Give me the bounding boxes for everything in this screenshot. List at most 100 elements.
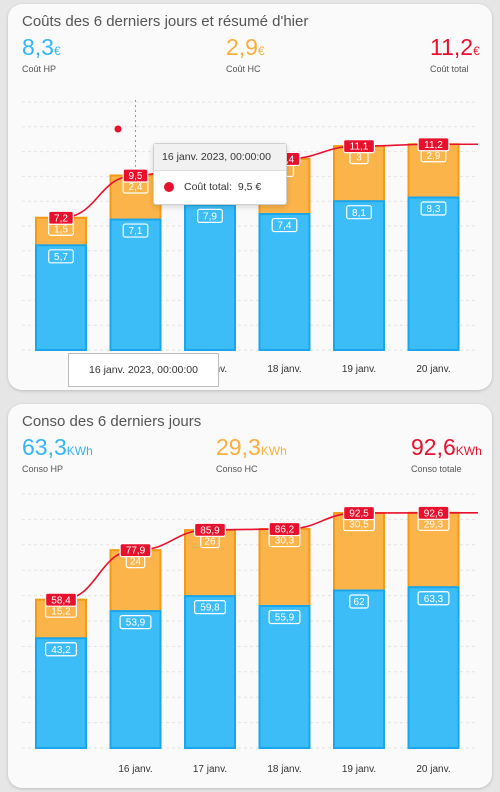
tooltip-label: Coût total: bbox=[184, 181, 232, 193]
label-total-2-box bbox=[194, 522, 227, 537]
tooltip-value: 9,5 € bbox=[237, 181, 262, 193]
bar-hp-2 bbox=[184, 203, 236, 351]
label-total-5-box bbox=[417, 505, 450, 520]
label-hp-2-box bbox=[194, 600, 227, 615]
consumption-chart[interactable]: 16 janv. 17 janv. 18 janv. 19 janv. 20 janv.… bbox=[8, 404, 492, 788]
cost-card-title: Coûts des 6 derniers jours et résumé d'h… bbox=[22, 13, 309, 30]
stat-cost-hp: 8,3€ Coût HP bbox=[22, 34, 61, 74]
label-hc-0: 1,5 bbox=[54, 224, 68, 235]
label-hc-5: 29,3 bbox=[424, 519, 444, 530]
x-tick-label: 19 janv. bbox=[342, 364, 376, 375]
label-hp-4-box bbox=[346, 205, 372, 220]
bar-hp-5 bbox=[407, 196, 460, 351]
x-axis-tooltip: 16 janv. 2023, 00:00:00 bbox=[68, 353, 219, 387]
x-axis: 16 janv. 17 janv. 18 janv. 19 janv. 20 janv. bbox=[118, 764, 450, 775]
conso-hp-unit: KWh bbox=[66, 444, 93, 458]
cost-hc-unit: € bbox=[257, 44, 265, 58]
bar-hp-2 bbox=[184, 595, 236, 749]
conso-total-label: Conso totale bbox=[411, 464, 462, 474]
bar-hp-3 bbox=[258, 605, 311, 749]
label-hc-1: 2,4 bbox=[129, 182, 143, 193]
stat-conso-hc: 29,3KWh Conso HC bbox=[216, 434, 287, 474]
label-total-1-box bbox=[122, 168, 149, 183]
cost-hc-label: Coût HC bbox=[226, 64, 261, 74]
cost-total-label: Coût total bbox=[430, 64, 469, 74]
consumption-card: 16 janv. 17 janv. 18 janv. 19 janv. 20 janv.… bbox=[8, 404, 492, 788]
stat-cost-total: 11,2€ Coût total bbox=[430, 34, 480, 74]
bar-hp-5 bbox=[407, 586, 460, 749]
x-tick-label: 18 janv. bbox=[267, 364, 301, 375]
label-total-0-box bbox=[44, 592, 77, 607]
label-hc-2: 26 bbox=[204, 537, 216, 548]
grid bbox=[22, 493, 478, 749]
bar-hp-0 bbox=[35, 637, 87, 749]
label-total-0-box bbox=[48, 210, 74, 225]
label-hp-5-box bbox=[420, 201, 447, 216]
x-tick-label: 18 janv. bbox=[267, 764, 301, 775]
label-hp-1-box bbox=[122, 223, 149, 238]
label-hp-1: 7,1 bbox=[129, 226, 143, 237]
conso-hp-value: 63,3 bbox=[22, 434, 67, 460]
cost-hp-label: Coût HP bbox=[22, 64, 57, 74]
label-hp-5: 63,3 bbox=[424, 594, 444, 605]
label-hp-0: 43,2 bbox=[51, 645, 71, 656]
cost-hp-value: 8,3 bbox=[22, 34, 54, 60]
x-tick-label: 16 janv. bbox=[118, 764, 152, 775]
label-total-3-box bbox=[268, 521, 301, 537]
label-hp-3-box bbox=[268, 609, 301, 625]
x-tick-label: 17 janv. bbox=[193, 764, 227, 775]
cost-hp-unit: € bbox=[53, 44, 61, 58]
x-tick-label: 20 janv. bbox=[416, 764, 450, 775]
label-hp-3: 55,9 bbox=[275, 613, 295, 624]
bar-hp-1 bbox=[109, 610, 162, 749]
tooltip-title: 16 janv. 2023, 00:00:00 bbox=[154, 144, 286, 171]
label-total-3: 86,2 bbox=[275, 525, 295, 536]
consumption-card-title: Conso des 6 derniers jours bbox=[22, 413, 202, 430]
label-total-0: 7,2 bbox=[54, 213, 68, 224]
conso-total-value: 92,6 bbox=[411, 434, 456, 460]
label-total-4: 92,5 bbox=[349, 509, 369, 520]
label-hp-0-box bbox=[44, 642, 77, 657]
x-tick-label: 19 janv. bbox=[342, 764, 376, 775]
label-total-0: 58,4 bbox=[51, 595, 71, 606]
label-hp-2: 59,8 bbox=[200, 603, 220, 614]
bar-hp-4 bbox=[333, 200, 385, 351]
label-total-1: 9,5 bbox=[129, 171, 143, 182]
label-hp-4-box bbox=[349, 594, 369, 609]
label-hc-0: 15,2 bbox=[51, 606, 71, 617]
label-hp-4: 62 bbox=[353, 597, 365, 608]
label-hp-1: 53,9 bbox=[126, 618, 146, 629]
label-total-4: 11,1 bbox=[350, 142, 369, 153]
x-tick-label: 20 janv. bbox=[416, 364, 450, 375]
bar-hp-3 bbox=[258, 213, 311, 351]
label-total-1: 77,9 bbox=[126, 546, 146, 557]
label-hp-2-box bbox=[197, 208, 223, 223]
label-hp-4: 8,1 bbox=[352, 208, 366, 219]
label-total-1-box bbox=[119, 543, 152, 558]
label-hp-2: 7,9 bbox=[203, 211, 217, 222]
label-total-5: 11,2 bbox=[424, 140, 443, 151]
conso-hc-unit: KWh bbox=[260, 444, 287, 458]
label-hp-0-box bbox=[48, 249, 74, 264]
conso-hc-value: 29,3 bbox=[216, 434, 261, 460]
tooltip-series-dot-icon bbox=[164, 182, 174, 192]
cost-total-value: 11,2 bbox=[430, 34, 474, 60]
stat-conso-total: 92,6KWh Conso totale bbox=[411, 434, 482, 474]
conso-hc-label: Conso HC bbox=[216, 464, 258, 474]
chart-tooltip: 16 janv. 2023, 00:00:00 Coût total: 9,5 … bbox=[153, 143, 287, 205]
label-hc-5: 2,9 bbox=[427, 151, 441, 162]
stat-cost-hc: 2,9€ Coût HC bbox=[226, 34, 265, 74]
label-total-5: 92,6 bbox=[424, 508, 444, 519]
bars bbox=[35, 511, 460, 749]
conso-total-unit: KWh bbox=[455, 444, 482, 458]
label-hp-0: 5,7 bbox=[54, 252, 68, 263]
stat-conso-hp: 63,3KWh Conso HP bbox=[22, 434, 93, 474]
label-hp-3-box bbox=[271, 217, 298, 233]
label-hc-4: 30,5 bbox=[349, 520, 369, 531]
conso-hp-label: Conso HP bbox=[22, 464, 64, 474]
hover-marker bbox=[114, 125, 122, 133]
label-total-2: 85,9 bbox=[200, 525, 220, 536]
label-total-4-box bbox=[343, 505, 376, 521]
label-total-4-box bbox=[343, 138, 376, 154]
